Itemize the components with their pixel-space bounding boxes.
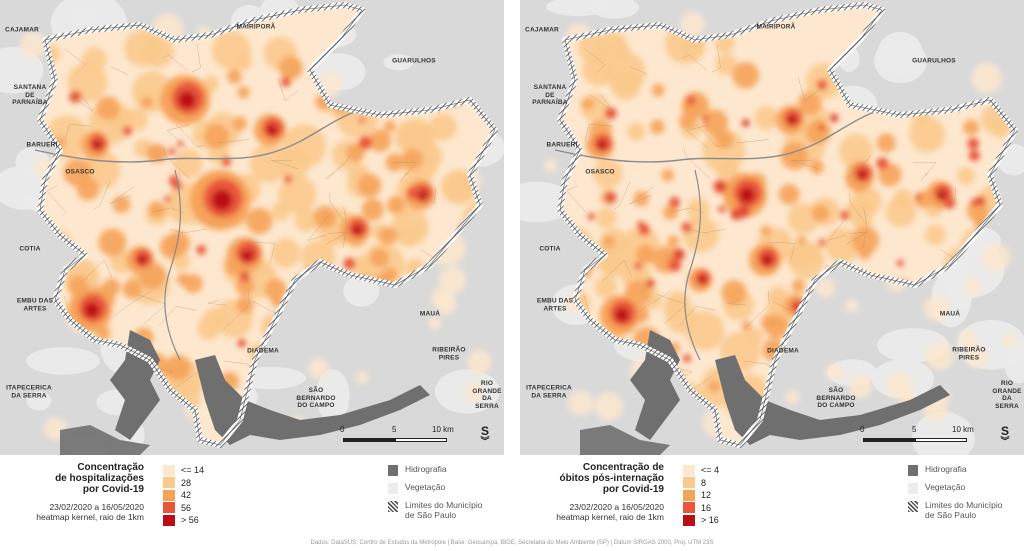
legend-title: Concentração de óbitos pós-internação po…	[559, 462, 664, 495]
place-label: GUARULHOS	[912, 57, 956, 65]
scale-bar: 0 5 10 km	[860, 425, 990, 447]
place-label: ITAPECERICA DA SERRA	[6, 384, 52, 400]
place-label: RIBEIRÃO PIRES	[952, 346, 986, 362]
heatmap-deaths	[520, 0, 1024, 455]
place-label: DIADEMA	[767, 347, 799, 355]
legend-swatch	[683, 502, 695, 514]
place-label: DIADEMA	[247, 347, 279, 355]
legend-swatch	[163, 514, 175, 526]
legend-class-label: <= 14	[181, 465, 205, 476]
legend-class-label: <= 4	[701, 465, 720, 476]
north-arrow-icon: S ︾	[480, 424, 490, 446]
legend-class: 28	[163, 477, 204, 490]
vegetation-swatch	[908, 483, 918, 494]
legend-class-label: > 16	[701, 515, 719, 526]
legend-swatch	[163, 489, 175, 501]
place-label: OSASCO	[65, 168, 95, 176]
heatmap-hospitalizations	[0, 0, 504, 455]
hydrography-swatch	[908, 465, 918, 476]
scale-label-5: 5	[912, 425, 917, 434]
legend-swatch	[163, 502, 175, 514]
legend-deaths: Concentração de óbitos pós-internação po…	[520, 458, 1024, 538]
boundary-label: Limites do Município de São Paulo	[925, 500, 1003, 520]
legend-method: heatmap kernel, raio de 1km	[556, 512, 664, 522]
legend-swatch	[683, 514, 695, 526]
legend-reference: Hidrografia Vegetação Limites do Municíp…	[908, 464, 1002, 526]
place-label: BARUERI	[26, 141, 58, 149]
legend-swatch	[163, 464, 175, 476]
legend-class: 12	[683, 489, 719, 502]
legend-class: > 56	[163, 514, 204, 527]
legend-swatch	[683, 464, 695, 476]
boundary-hatch-swatch	[388, 501, 398, 512]
legend-class: 42	[163, 489, 204, 502]
place-label: EMBU DAS ARTES	[16, 297, 54, 313]
legend-class: 16	[683, 502, 719, 515]
legend-method: heatmap kernel, raio de 1km	[36, 512, 144, 522]
scale-label-0: 0	[340, 425, 345, 434]
legend-class: <= 4	[683, 464, 719, 477]
hydrography-label: Hidrografia	[405, 464, 447, 474]
map-panel-hospitalizations: CAJAMAR MAIRIPORÃ GUARULHOS SANTANA DE PARN…	[0, 0, 504, 455]
legend-swatch	[683, 477, 695, 489]
place-label: SÃO BERNARDO DO CAMPO	[816, 386, 856, 409]
legend-swatch	[163, 477, 175, 489]
vegetation-label: Vegetação	[405, 482, 446, 492]
place-label: GUARULHOS	[392, 57, 436, 65]
legend-class-label: 28	[181, 477, 192, 488]
legend-class: 56	[163, 502, 204, 515]
map-panel-deaths: CAJAMAR MAIRIPORÃ GUARULHOS SANTANA DE PARN…	[520, 0, 1024, 455]
place-label: MAIRIPORÃ	[756, 23, 796, 31]
scale-label-10: 10 km	[432, 425, 454, 434]
place-label: MAUÁ	[419, 310, 441, 318]
vegetation-swatch	[388, 483, 398, 494]
scale-label-0: 0	[860, 425, 865, 434]
legend-period: 23/02/2020 a 16/05/2020	[569, 502, 664, 512]
place-label: RIO GRANDE DA SERRA	[472, 380, 502, 410]
place-label: BARUERI	[546, 141, 578, 149]
scale-label-10: 10 km	[952, 425, 974, 434]
legend-class: > 16	[683, 514, 719, 527]
credits: Dados: DataSUS; Centro de Estudos da Met…	[310, 540, 714, 546]
vegetation-label: Vegetação	[925, 482, 966, 492]
legend-swatch	[683, 489, 695, 501]
scale-label-5: 5	[392, 425, 397, 434]
scale-bar: 0 5 10 km	[340, 425, 470, 447]
place-label: CAJAMAR	[525, 26, 559, 34]
place-label: COTIA	[19, 245, 41, 253]
place-label: SÃO BERNARDO DO CAMPO	[296, 386, 336, 409]
place-label: MAIRIPORÃ	[236, 23, 276, 31]
legend-hospitalizations: Concentração de hospitalizações por Covi…	[0, 458, 504, 538]
legend-title: Concentração de hospitalizações por Covi…	[55, 462, 144, 495]
legend-class-label: > 56	[181, 515, 199, 526]
legend-subtitle: 23/02/2020 a 16/05/2020 heatmap kernel, …	[504, 502, 664, 522]
hydrography-swatch	[388, 465, 398, 476]
legend-class: 8	[683, 477, 719, 490]
place-label: ITAPECERICA DA SERRA	[526, 384, 572, 400]
place-label: SANTANA DE PARNAÍBA	[12, 83, 48, 106]
place-label: RIBEIRÃO PIRES	[432, 346, 466, 362]
place-label: RIO GRANDE DA SERRA	[992, 380, 1022, 410]
legend-class-label: 16	[701, 502, 712, 513]
legend-class-label: 42	[181, 490, 192, 501]
legend-subtitle: 23/02/2020 a 16/05/2020 heatmap kernel, …	[0, 502, 144, 522]
boundary-label: Limites do Município de São Paulo	[405, 500, 483, 520]
legend-reference: Hidrografia Vegetação Limites do Municíp…	[388, 464, 482, 526]
legend-class-label: 8	[701, 477, 707, 488]
legend-class: <= 14	[163, 464, 204, 477]
place-label: CAJAMAR	[5, 26, 39, 34]
legend-period: 23/02/2020 a 16/05/2020	[49, 502, 144, 512]
legend-classes: <= 14 28 42 56 > 56	[163, 464, 204, 527]
north-arrow-icon: S ︾	[1000, 424, 1010, 446]
legend-class-label: 56	[181, 502, 192, 513]
place-label: OSASCO	[585, 168, 615, 176]
legend-classes: <= 4 8 12 16 > 16	[683, 464, 719, 527]
place-label: EMBU DAS ARTES	[536, 297, 574, 313]
boundary-hatch-swatch	[908, 501, 918, 512]
hydrography-label: Hidrografia	[925, 464, 967, 474]
place-label: COTIA	[539, 245, 561, 253]
legend-class-label: 12	[701, 490, 712, 501]
place-label: SANTANA DE PARNAÍBA	[532, 83, 568, 106]
place-label: MAUÁ	[939, 310, 961, 318]
